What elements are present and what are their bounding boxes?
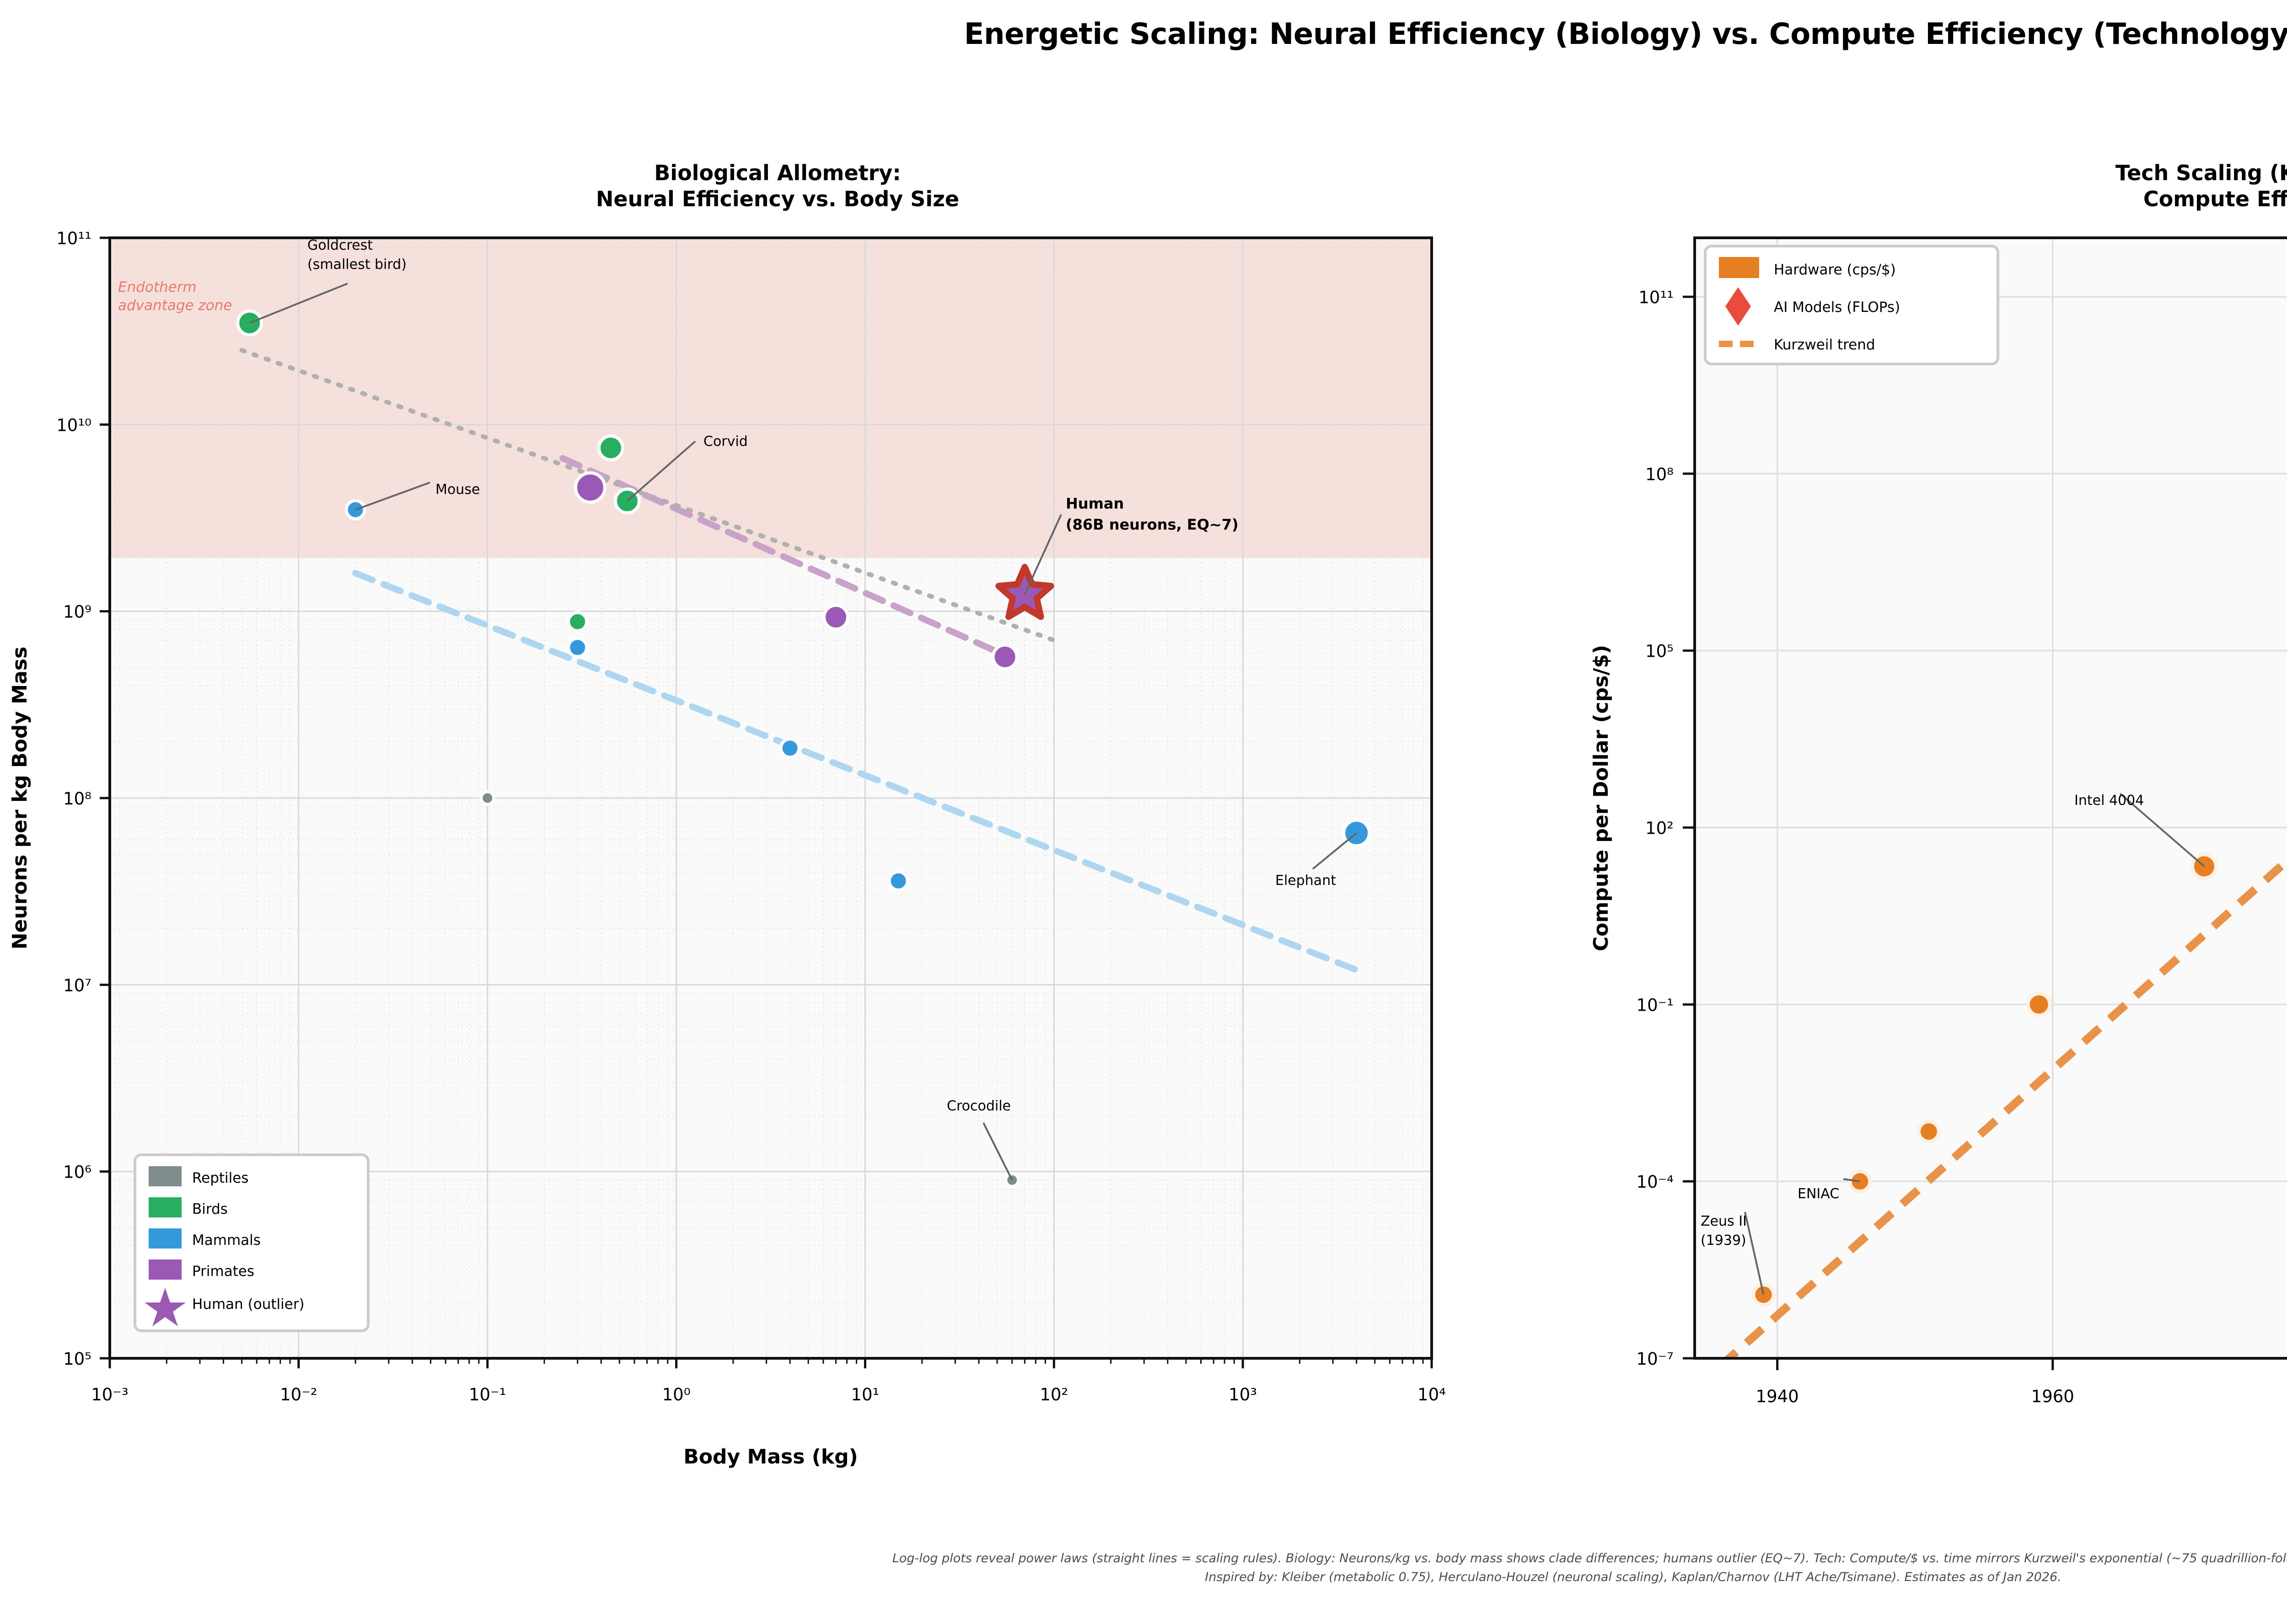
tech-legend-swatch-hardware <box>1719 257 1759 278</box>
bio-legend-label-reptiles: Reptiles <box>192 1170 249 1186</box>
tech-annotation-leaders <box>1744 793 2205 1295</box>
bio-axis-ticks: 10⁻³ 10⁻² 10⁻¹ 10⁰ 10¹ 10² 10³ 10⁴ 10⁵ 10⁶ 10⁷ 10⁸ 1… <box>56 229 1446 1404</box>
figure-caption-line1: Log-log plots reveal power laws (straigh… <box>892 1551 2287 1565</box>
bio-annotation-leaders <box>249 283 1357 1181</box>
tech-annotation-zeus-line2: (1939) <box>1701 1233 1746 1249</box>
tech-panel-title-line2: Compute Efficiency vs. Time <box>2143 187 2287 212</box>
figure-suptitle: Energetic Scaling: Neural Efficiency (Bi… <box>964 17 2287 51</box>
tech-axes-frame <box>1693 236 2287 1360</box>
bio-legend[interactable]: Reptiles Birds Mammals Primates Human (o… <box>134 1153 370 1332</box>
figure-caption-line2: Inspired by: Kleiber (metabolic 0.75), H… <box>1205 1570 2062 1584</box>
svg-text:10⁻¹: 10⁻¹ <box>469 1385 506 1404</box>
tech-trendline <box>1723 855 2287 1358</box>
bio-legend-label-primates: Primates <box>192 1263 254 1280</box>
bio-annotation-goldcrest-line2: (smallest bird) <box>307 257 407 273</box>
svg-text:10⁻³: 10⁻³ <box>91 1385 128 1404</box>
tech-legend-label-aimodels: AI Models (FLOPs) <box>1774 299 1900 316</box>
svg-text:1960: 1960 <box>2031 1387 2074 1406</box>
svg-text:10³: 10³ <box>1229 1385 1257 1404</box>
panel-biological-allometry: Biological Allometry: Neural Efficiency … <box>0 151 1555 1500</box>
star-icon <box>145 1288 186 1326</box>
tech-legend-label-trend: Kurzweil trend <box>1774 337 1875 353</box>
bio-trendlines <box>239 348 1360 974</box>
tech-legend-item-trend[interactable]: Kurzweil trend <box>1719 337 1875 353</box>
bio-annotation-elephant: Elephant <box>1275 873 1336 889</box>
svg-text:10⁻¹: 10⁻¹ <box>1637 995 1674 1015</box>
svg-text:10¹⁰: 10¹⁰ <box>56 415 91 435</box>
tech-legend[interactable]: Hardware (cps/$) AI Models (FLOPs) Kurzw… <box>1704 245 1999 365</box>
tech-yaxis-label: Compute per Dollar (cps/$) <box>1589 645 1613 951</box>
svg-text:10⁸: 10⁸ <box>63 789 91 809</box>
figure-caption: Log-log plots reveal power laws (straigh… <box>0 1549 2287 1586</box>
tech-annotation-eniac: ENIAC <box>1798 1186 1839 1202</box>
bio-xaxis-label: Body Mass (kg) <box>683 1445 858 1469</box>
bio-yaxis-label: Neurons per kg Body Mass <box>8 647 32 949</box>
panel-tech-scaling: Tech Scaling (Kurzweil-inspired): Comput… <box>1555 151 2287 1500</box>
bio-annotation-mouse: Mouse <box>435 482 480 498</box>
svg-text:10⁴: 10⁴ <box>1417 1385 1446 1404</box>
svg-text:1940: 1940 <box>1756 1387 1799 1406</box>
tech-annotation-zeus-line1: Zeus II <box>1701 1213 1747 1229</box>
tech-plot-background <box>1695 238 2287 1358</box>
svg-text:10⁸: 10⁸ <box>1645 465 1674 484</box>
bio-zone-label-line2: advantage zone <box>118 297 232 314</box>
bio-legend-label-birds: Birds <box>192 1201 228 1217</box>
bio-legend-item-primates[interactable]: Primates <box>149 1260 254 1280</box>
bio-zone-label-line1: Endotherm <box>118 279 197 295</box>
bio-legend-item-human[interactable]: Human (outlier) <box>145 1288 305 1326</box>
bio-legend-item-mammals[interactable]: Mammals <box>149 1228 261 1249</box>
tech-panel-title-line1: Tech Scaling (Kurzweil-inspired): <box>2115 161 2287 185</box>
biological-panel-title: Biological Allometry: Neural Efficiency … <box>0 160 1555 212</box>
svg-text:10⁰: 10⁰ <box>662 1385 691 1404</box>
bio-data-points <box>236 309 1371 1188</box>
svg-text:10²: 10² <box>1040 1385 1068 1404</box>
tech-panel-title: Tech Scaling (Kurzweil-inspired): Comput… <box>1555 160 2287 212</box>
bio-legend-box <box>134 1153 370 1332</box>
bio-legend-swatch-reptiles <box>149 1166 182 1186</box>
bio-legend-swatch-mammals <box>149 1228 182 1249</box>
bio-legend-swatch-primates <box>149 1260 182 1280</box>
svg-text:10¹: 10¹ <box>851 1385 879 1404</box>
svg-text:10⁻²: 10⁻² <box>280 1385 317 1404</box>
svg-text:10²: 10² <box>1645 818 1674 838</box>
svg-text:10⁷: 10⁷ <box>63 975 91 995</box>
bio-legend-label-mammals: Mammals <box>192 1232 261 1249</box>
bio-legend-swatch-birds <box>149 1197 182 1217</box>
svg-text:10⁶: 10⁶ <box>63 1163 91 1182</box>
bio-endotherm-zone <box>110 238 1432 558</box>
bio-legend-item-reptiles[interactable]: Reptiles <box>149 1166 249 1186</box>
bio-legend-label-human: Human (outlier) <box>192 1296 305 1313</box>
tech-legend-label-hardware: Hardware (cps/$) <box>1774 262 1896 278</box>
bio-annotation-human-line2: (86B neurons, EQ~7) <box>1066 516 1239 533</box>
tech-axis-ticks: 1940196019802000202010⁻⁷10⁻⁴10⁻¹10²10⁵10… <box>1637 288 2074 1406</box>
svg-text:10⁻⁷: 10⁻⁷ <box>1637 1349 1674 1369</box>
svg-text:10¹¹: 10¹¹ <box>56 229 91 248</box>
bio-annotation-corvid: Corvid <box>703 434 748 450</box>
svg-text:10¹¹: 10¹¹ <box>1638 288 1674 307</box>
bio-legend-item-birds[interactable]: Birds <box>149 1197 228 1217</box>
tech-annotation-intel4004: Intel 4004 <box>2074 793 2144 809</box>
biological-panel-title-line1: Biological Allometry: <box>654 161 901 185</box>
svg-text:10⁹: 10⁹ <box>63 602 91 622</box>
bio-annotation-human-line1: Human <box>1066 495 1124 512</box>
bio-annotation-goldcrest-line1: Goldcrest <box>307 237 373 253</box>
tech-legend-item-aimodels[interactable]: AI Models (FLOPs) <box>1725 287 1900 326</box>
svg-text:10⁵: 10⁵ <box>1645 642 1674 661</box>
biological-panel-title-line2: Neural Efficiency vs. Body Size <box>596 187 960 212</box>
tech-legend-item-hardware[interactable]: Hardware (cps/$) <box>1719 257 1896 278</box>
svg-text:10⁻⁴: 10⁻⁴ <box>1637 1172 1674 1192</box>
bio-annotation-crocodile: Crocodile <box>947 1098 1011 1114</box>
diamond-icon <box>1725 287 1751 326</box>
svg-text:10⁵: 10⁵ <box>63 1349 91 1369</box>
tech-legend-box <box>1704 245 1999 365</box>
